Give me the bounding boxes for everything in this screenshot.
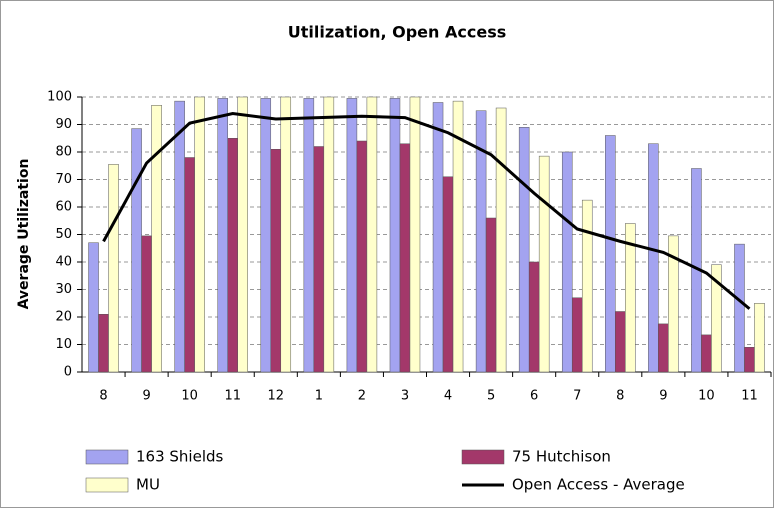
x-tick-label: 9 — [142, 389, 150, 404]
legend-label: 163 Shields — [136, 448, 224, 466]
y-tick-label: 80 — [55, 145, 72, 160]
x-tick-label: 7 — [573, 389, 581, 404]
bar — [323, 96, 335, 373]
bar — [701, 334, 712, 373]
bar — [452, 100, 464, 373]
y-axis-title: Average Utilization — [16, 159, 32, 310]
x-tick-label: 10 — [181, 389, 198, 404]
chart-title: Utilization, Open Access — [288, 23, 506, 42]
bar — [303, 98, 315, 373]
bar — [409, 96, 421, 373]
bar — [141, 235, 152, 373]
bar — [561, 151, 573, 373]
y-tick-label: 10 — [55, 337, 72, 352]
bar — [194, 96, 205, 373]
x-tick-label: 3 — [401, 389, 409, 404]
y-tick-label: 40 — [55, 255, 72, 270]
y-tick-label: 90 — [55, 117, 72, 132]
bar — [734, 243, 745, 373]
x-tick-label: 5 — [487, 389, 495, 404]
bar — [495, 107, 507, 373]
y-tick-label: 20 — [55, 310, 72, 325]
bar — [571, 297, 583, 373]
x-tick-label: 11 — [741, 389, 758, 404]
bar — [605, 135, 616, 373]
bar — [668, 235, 679, 373]
bar — [356, 140, 368, 373]
bar — [528, 261, 540, 373]
y-tick-label: 60 — [55, 200, 72, 215]
y-tick-label: 0 — [64, 365, 72, 380]
bar — [260, 98, 272, 373]
bar — [280, 96, 292, 373]
x-tick-label: 8 — [99, 389, 107, 404]
bar — [313, 146, 325, 373]
bar — [98, 314, 109, 373]
legend-label: 75 Hutchison — [512, 448, 611, 466]
legend-label: MU — [136, 476, 160, 494]
bar — [754, 303, 765, 373]
bar — [442, 176, 454, 373]
bar — [625, 223, 636, 373]
bar — [432, 102, 444, 373]
bar — [658, 323, 669, 373]
bar — [184, 157, 195, 373]
legend-label: Open Access - Average — [512, 476, 685, 494]
bar — [485, 217, 497, 373]
bar — [744, 347, 755, 373]
bar — [399, 143, 411, 373]
x-tick-label: 10 — [698, 389, 715, 404]
bar — [346, 98, 358, 373]
bar — [648, 143, 659, 373]
y-tick-label: 30 — [55, 282, 72, 297]
bar — [174, 100, 185, 373]
bar — [88, 242, 99, 373]
x-tick-label: 8 — [616, 389, 624, 404]
bar — [366, 96, 378, 373]
bar — [131, 128, 142, 373]
bar — [227, 138, 238, 373]
x-tick-label: 1 — [315, 389, 323, 404]
y-tick-label: 50 — [55, 227, 72, 242]
x-tick-label: 11 — [224, 389, 241, 404]
x-tick-label: 9 — [659, 389, 667, 404]
bar — [270, 149, 282, 373]
bar — [518, 127, 530, 373]
legend-swatch — [85, 477, 129, 493]
y-tick-label: 70 — [55, 172, 72, 187]
x-tick-label: 2 — [358, 389, 366, 404]
x-tick-label: 6 — [530, 389, 538, 404]
bar — [389, 98, 401, 373]
y-tick-label: 100 — [47, 90, 72, 105]
x-tick-label: 12 — [268, 389, 285, 404]
line — [102, 111, 751, 310]
bar — [151, 105, 162, 373]
bar — [237, 96, 248, 373]
bar — [581, 199, 593, 373]
bar — [615, 311, 626, 373]
bar — [711, 264, 722, 373]
bar — [217, 98, 228, 373]
x-tick-label: 4 — [444, 389, 452, 404]
legend-swatch — [85, 449, 129, 465]
legend-swatch — [461, 449, 505, 465]
bar — [538, 155, 550, 373]
bar — [108, 164, 119, 373]
